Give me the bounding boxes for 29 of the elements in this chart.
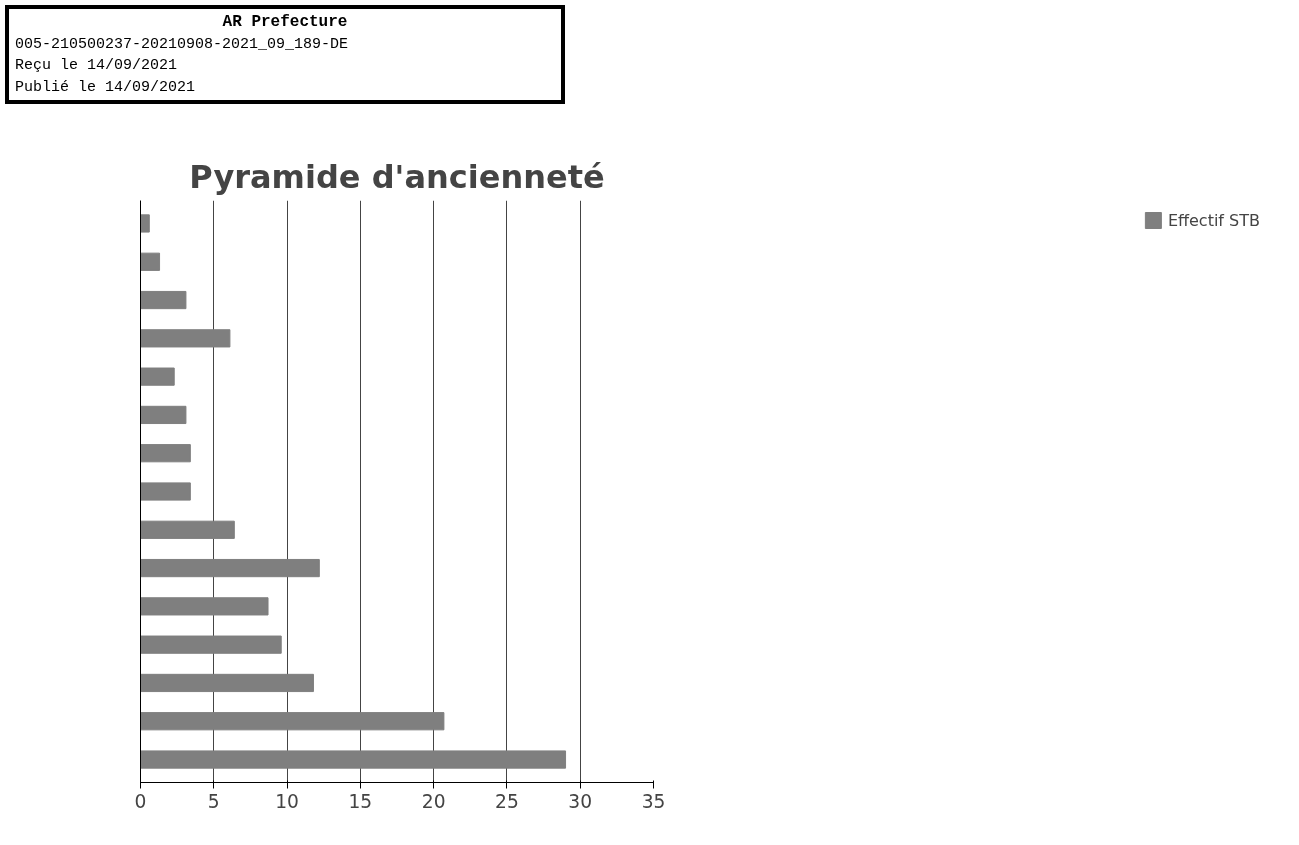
bar — [140, 329, 231, 348]
x-tick-label: 35 — [641, 790, 666, 812]
bar — [140, 482, 191, 501]
x-tick-label: 5 — [207, 790, 220, 812]
text: Reçu le 14/09/2021 — [15, 56, 179, 77]
legend-label: Effectif STB — [1167, 210, 1260, 230]
bar — [140, 673, 314, 693]
bar — [140, 712, 445, 731]
bar — [140, 520, 235, 539]
text: 005-210500237-20210908-2021_09_189-DE — [15, 34, 350, 55]
bar — [140, 252, 161, 271]
bar — [140, 214, 150, 233]
chart-title: Pyramide d'ancienneté — [189, 157, 605, 196]
bar — [140, 750, 567, 769]
x-tick-label: 30 — [568, 790, 593, 812]
x-tick-label: 20 — [421, 790, 446, 812]
bar — [140, 367, 175, 386]
bar — [140, 405, 187, 425]
bar — [140, 635, 282, 654]
bar — [140, 558, 320, 578]
bar — [140, 290, 187, 310]
x-tick-label: 25 — [495, 790, 519, 812]
text: AR Prefecture — [221, 12, 349, 33]
x-tick-label: 10 — [275, 790, 299, 812]
bar — [140, 444, 191, 463]
bar — [140, 597, 269, 616]
text: Publié le 14/09/2021 — [15, 77, 197, 98]
x-tick-label: 0 — [134, 790, 147, 812]
x-tick-label: 15 — [348, 790, 373, 812]
